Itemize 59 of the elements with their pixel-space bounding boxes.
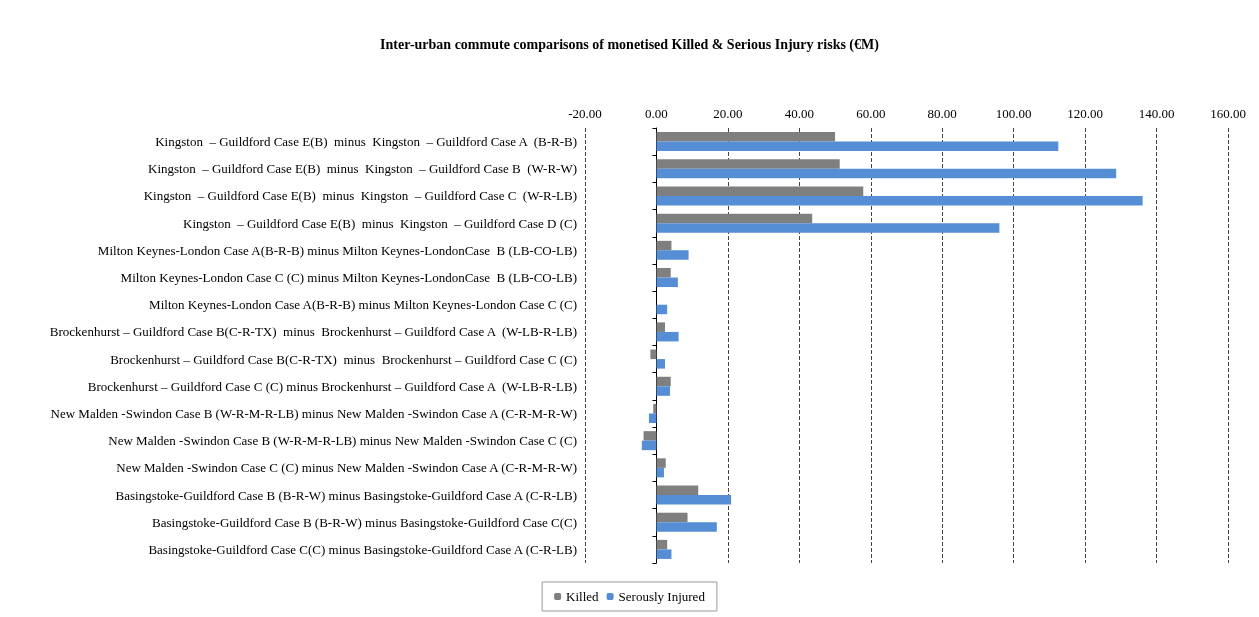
bar bbox=[641, 440, 657, 451]
x-tick-label: 40.00 bbox=[784, 106, 814, 121]
bar bbox=[656, 331, 679, 342]
y-tick-label: Brockenhurst – Guildford Case B(C-R-TX) minus Brockenhurst – Guildford Case C (C) bbox=[110, 351, 577, 367]
bar bbox=[656, 549, 672, 559]
bar bbox=[656, 132, 836, 142]
y-tick-label: Basingstoke-Guildford Case B (B-R-W) minus Basingstoke-Guildford Case C(C) bbox=[152, 514, 577, 530]
y-tick-label: New Malden -Swindon Case B (W-R-M-R-LB) minus New Malden -Swindon Case A (C-R-M-R-W) bbox=[50, 405, 577, 421]
x-tick-label: -20.00 bbox=[568, 106, 602, 121]
y-tick-label: Basingstoke-Guildford Case B (B-R-W) minus Basingstoke-Guildford Case A (C-R-LB) bbox=[115, 487, 577, 503]
bar bbox=[656, 277, 678, 288]
x-tick-label: 60.00 bbox=[856, 106, 886, 121]
y-tick-label: Milton Keynes-London Case A(B-R-B) minus Milton Keynes-LondonCase B (LB-CO-LB) bbox=[97, 242, 577, 258]
bar bbox=[656, 522, 717, 532]
x-tick-label: 20.00 bbox=[713, 106, 743, 121]
x-tick-label: 0.00 bbox=[645, 106, 668, 121]
bar bbox=[656, 485, 699, 496]
bar bbox=[656, 186, 864, 196]
bar bbox=[656, 539, 668, 550]
bar bbox=[648, 413, 657, 423]
x-tick-label: 120.00 bbox=[1067, 106, 1103, 121]
y-tick-label: Milton Keynes-London Case A(B-R-B) minus Milton Keynes-London Case C (C) bbox=[149, 297, 577, 313]
bar bbox=[656, 359, 666, 369]
bar bbox=[656, 240, 672, 251]
bar bbox=[656, 467, 664, 478]
x-tick-label: 100.00 bbox=[995, 106, 1032, 121]
y-tick-label: Milton Keynes-London Case C (C) minus Milton Keynes-LondonCase B (LB-CO-LB) bbox=[120, 270, 577, 286]
bar bbox=[656, 250, 689, 260]
bar bbox=[656, 213, 813, 224]
y-tick-label: Kingston – Guildford Case E(B) minus Kingston – Guildford Case B (W-R-W) bbox=[148, 161, 577, 177]
chart-title: Inter-urban commute comparisons of monetised Killed & Serious Injury risks (€M) bbox=[380, 36, 880, 53]
y-tick-label: New Malden -Swindon Case C (C) minus New Malden -Swindon Case A (C-R-M-R-W) bbox=[116, 460, 577, 476]
bar bbox=[656, 304, 668, 315]
bar bbox=[656, 458, 666, 468]
bar bbox=[656, 195, 1143, 206]
bar bbox=[656, 268, 671, 278]
y-tick-label: Kingston – Guildford Case E(B) minus Kingston – Guildford Case C (W-R-LB) bbox=[143, 188, 577, 204]
y-tick-label: Kingston – Guildford Case E(B) minus Kingston – Guildford Case D (C) bbox=[183, 215, 577, 231]
legend-label: Killed bbox=[566, 589, 600, 604]
bar bbox=[643, 431, 657, 441]
bar bbox=[656, 376, 671, 387]
bar bbox=[656, 223, 1000, 233]
bar bbox=[656, 168, 1117, 179]
y-tick-label: Kingston – Guildford Case E(B) minus Kingston – Guildford Case A (B-R-B) bbox=[155, 134, 577, 150]
y-tick-label: Basingstoke-Guildford Case C(C) minus Basingstoke-Guildford Case A (C-R-LB) bbox=[148, 541, 577, 557]
x-tick-label: 140.00 bbox=[1138, 106, 1175, 121]
y-tick-label: Brockenhurst – Guildford Case C (C) minus Brockenhurst – Guildford Case A (W-LB-R-LB) bbox=[87, 378, 577, 394]
legend-label: Serously Injured bbox=[618, 589, 706, 604]
y-tick-label: Brockenhurst – Guildford Case B(C-R-TX) minus Brockenhurst – Guildford Case A (W-LB-R-LB) bbox=[49, 324, 577, 340]
x-tick-label: 80.00 bbox=[927, 106, 957, 121]
bar bbox=[650, 349, 657, 360]
bar bbox=[656, 386, 671, 396]
bar bbox=[656, 159, 840, 169]
bar bbox=[656, 495, 732, 505]
bar bbox=[656, 141, 1059, 152]
bar bbox=[656, 322, 666, 332]
y-tick-label: New Malden -Swindon Case B (W-R-M-R-LB) minus New Malden -Swindon Case C (C) bbox=[108, 433, 577, 449]
x-tick-label: 160.00 bbox=[1210, 106, 1246, 121]
bar bbox=[656, 512, 688, 523]
